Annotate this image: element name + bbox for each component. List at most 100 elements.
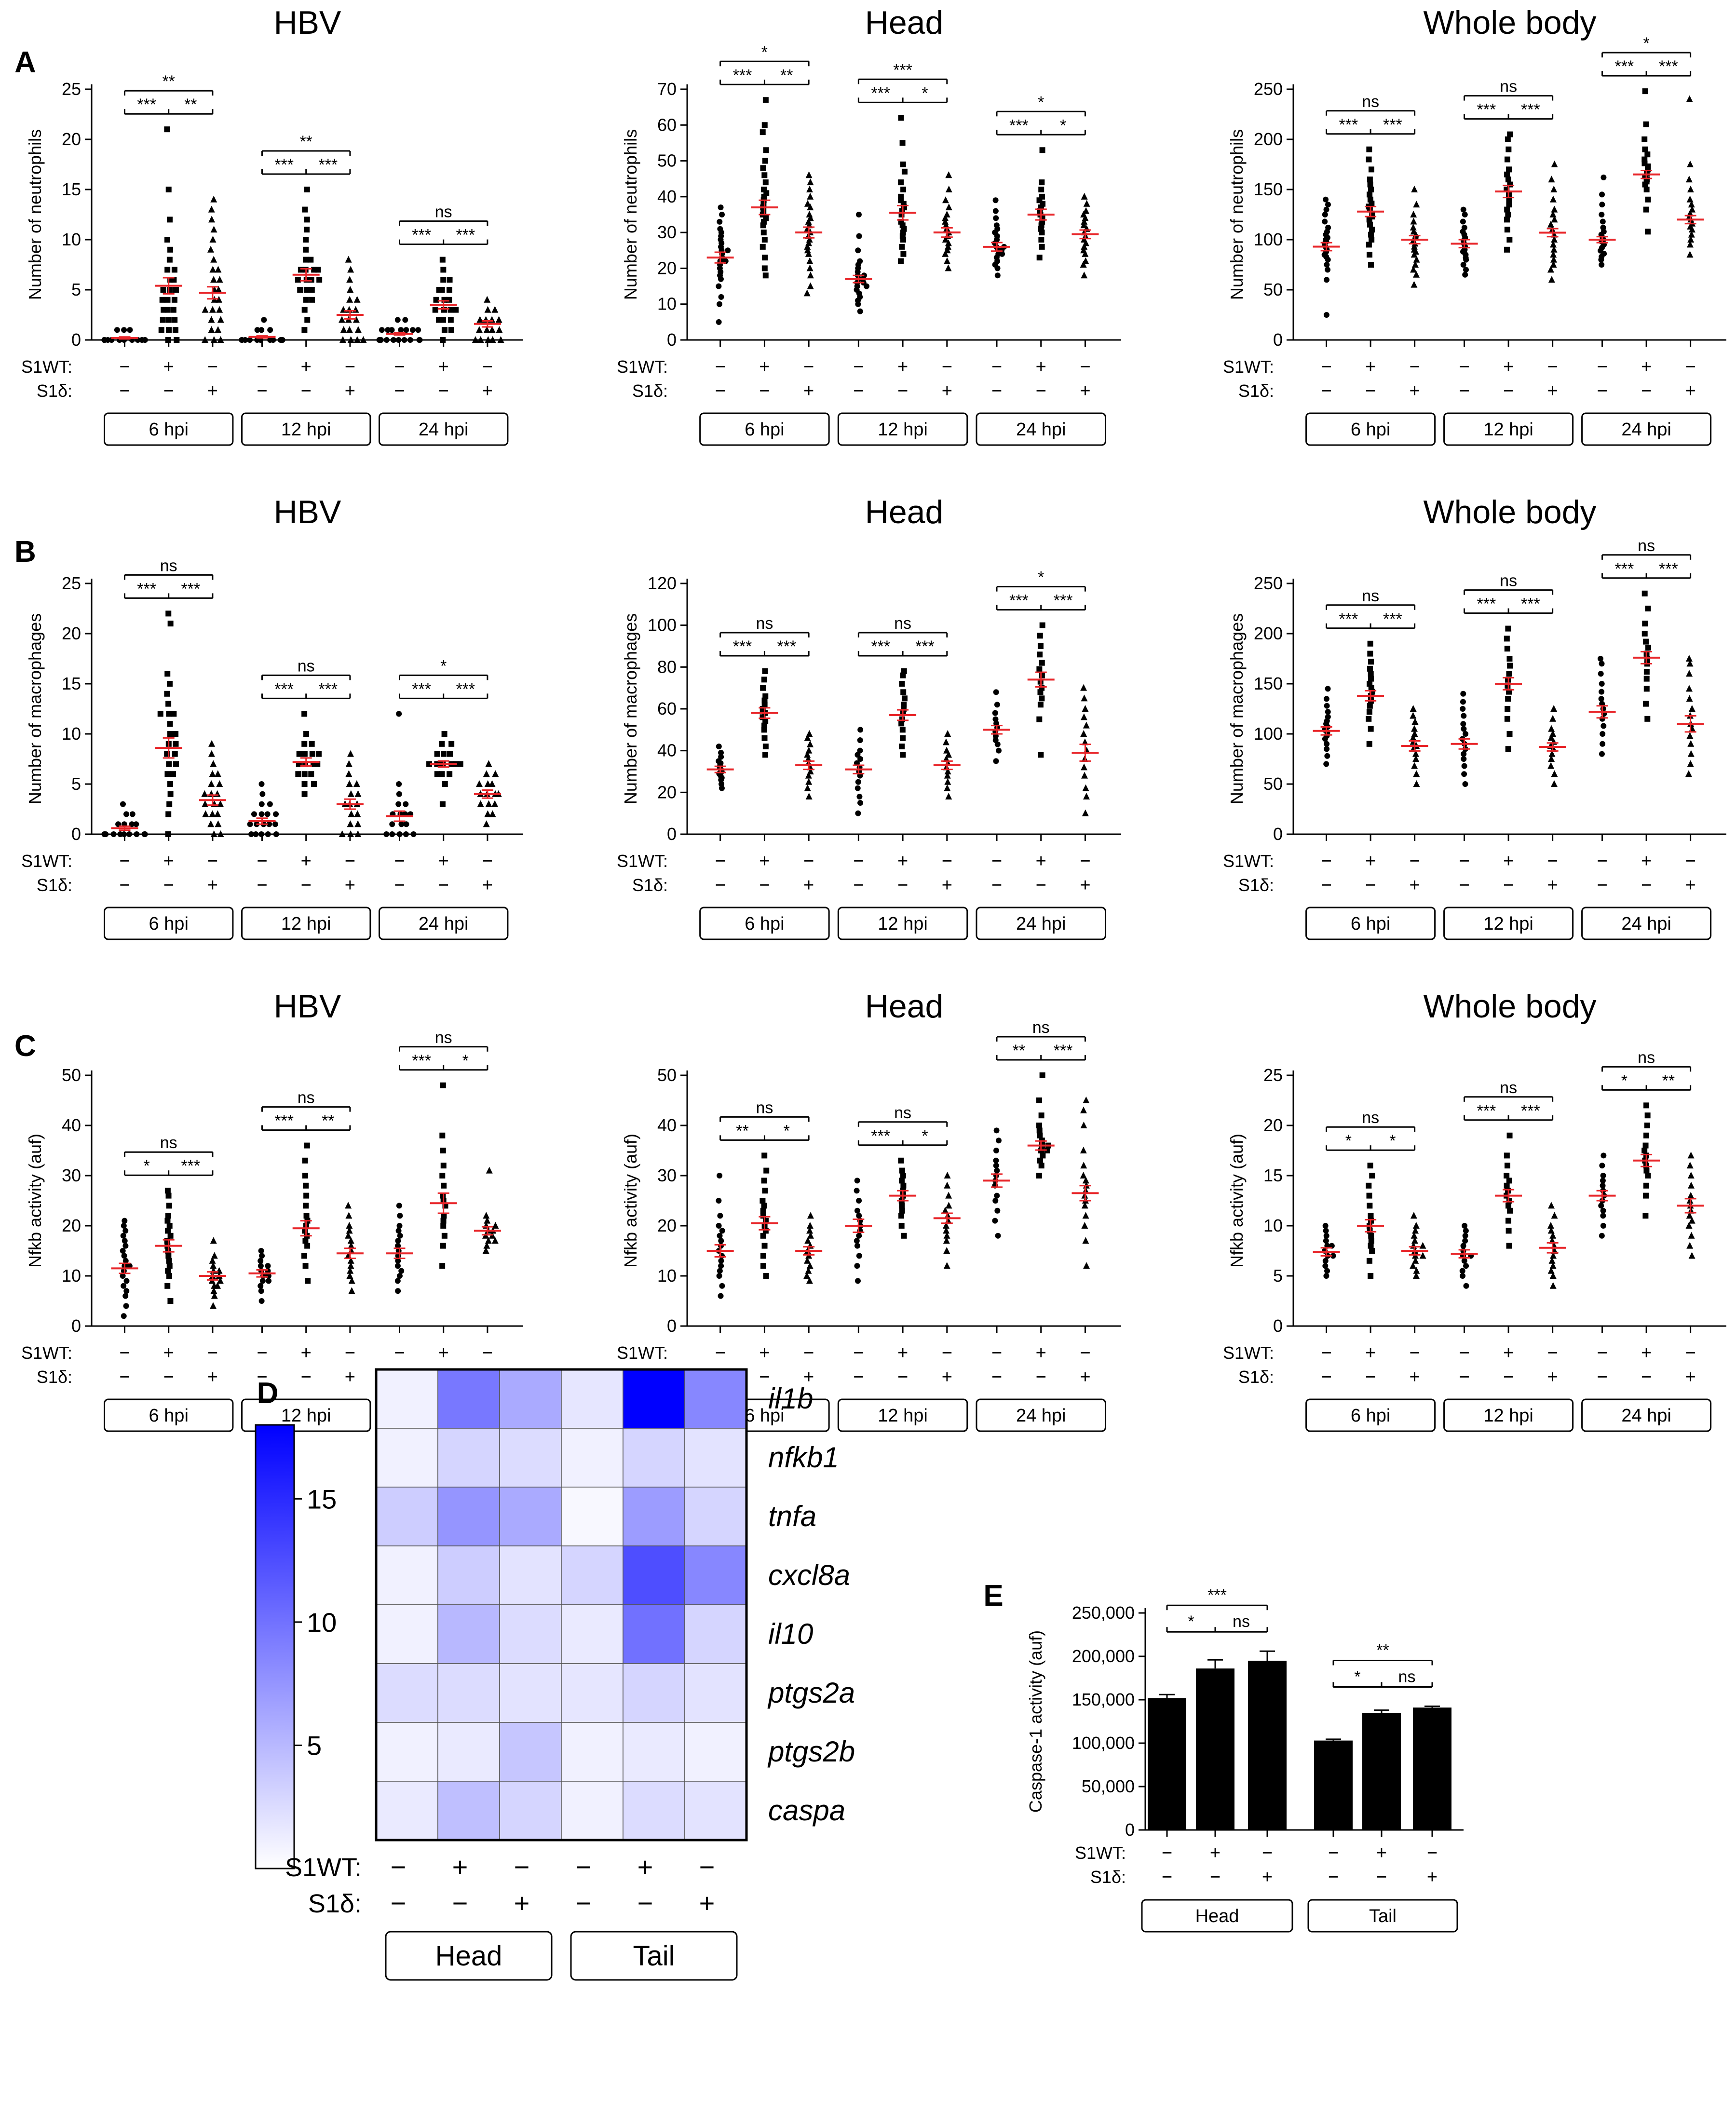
data-point-square <box>1506 656 1513 662</box>
data-point-square <box>1037 1132 1043 1138</box>
data-point-triangle <box>346 306 353 313</box>
data-point-square <box>1504 171 1510 177</box>
data-point-circle <box>719 1283 725 1289</box>
data-point-circle <box>1460 699 1466 705</box>
data-point-circle <box>122 1218 128 1224</box>
data-point-circle <box>857 800 863 806</box>
data-point-square <box>440 337 446 343</box>
data-point-square <box>762 1188 768 1194</box>
data-point-square <box>302 206 308 213</box>
data-point-triangle <box>1550 261 1557 268</box>
data-point-square <box>166 1258 172 1264</box>
data-point-circle <box>403 821 409 827</box>
data-point-square <box>762 272 769 279</box>
y-tick-label: 70 <box>657 79 677 99</box>
data-point-square <box>1039 695 1045 702</box>
data-point-circle <box>1324 262 1330 268</box>
data-point-square <box>167 1233 174 1239</box>
data-point-circle <box>394 317 401 323</box>
data-point-triangle <box>1083 1097 1090 1103</box>
data-point-square <box>760 230 767 236</box>
data-point-square <box>441 327 448 333</box>
data-point-triangle <box>210 195 217 203</box>
data-point-circle <box>1600 1223 1606 1229</box>
data-point-square <box>436 287 442 293</box>
data-point-triangle <box>806 730 813 737</box>
data-point-circle <box>1600 218 1606 225</box>
group-label: 6 hpi <box>745 1406 784 1426</box>
data-point-triangle <box>1419 1252 1426 1259</box>
data-point-triangle <box>1082 1212 1089 1219</box>
data-point-triangle <box>346 1222 353 1229</box>
group-label: 24 hpi <box>419 420 469 440</box>
data-point-circle <box>717 1233 723 1239</box>
condition-mark: − <box>257 1367 267 1387</box>
data-point-square <box>899 244 905 250</box>
data-point-triangle <box>804 734 811 741</box>
group-label-box <box>699 412 830 446</box>
significance-label: *** <box>777 637 796 656</box>
data-point-square <box>898 1223 905 1229</box>
data-point-circle <box>855 779 861 785</box>
data-point-triangle <box>1411 718 1419 725</box>
data-point-triangle <box>1080 684 1087 691</box>
data-point-square <box>1369 237 1375 243</box>
data-point-square <box>164 771 171 777</box>
data-point-square <box>160 287 166 293</box>
condition-row-label: S1δ: <box>1238 875 1274 895</box>
data-point-square <box>309 287 315 293</box>
data-point-square <box>1644 151 1651 158</box>
group-label-box <box>1443 412 1574 446</box>
data-point-square <box>900 251 907 257</box>
data-point-circle <box>122 1258 129 1264</box>
data-point-circle <box>1463 1283 1469 1289</box>
data-point-triangle <box>806 186 813 192</box>
group-label: 12 hpi <box>281 914 331 934</box>
condition-mark: − <box>1685 1343 1696 1363</box>
data-point-triangle <box>210 256 217 263</box>
heatmap-cell <box>376 1369 438 1429</box>
y-tick-label: 15 <box>62 674 81 693</box>
data-point-triangle <box>1082 214 1089 221</box>
data-point-square <box>763 1273 769 1279</box>
group-label: 12 hpi <box>1483 420 1533 440</box>
panel-title: Head <box>865 494 944 530</box>
data-point-square <box>1505 1203 1512 1209</box>
condition-mark: − <box>207 851 218 871</box>
data-point-circle <box>995 1138 1002 1144</box>
data-point-square <box>164 267 171 273</box>
data-point-square <box>1644 1123 1650 1128</box>
data-point-square <box>165 337 171 343</box>
condition-mark: − <box>991 381 1002 401</box>
data-point-triangle <box>1412 1227 1419 1234</box>
data-point-square <box>1039 193 1045 200</box>
data-point-circle <box>1323 1228 1329 1234</box>
group-label-box <box>104 907 234 940</box>
condition-mark: − <box>163 875 174 895</box>
data-point-square <box>1366 242 1372 248</box>
data-point-triangle <box>807 1232 814 1239</box>
y-tick-label: 20 <box>62 1216 81 1235</box>
group-label: Head <box>1195 1906 1239 1926</box>
data-point-circle <box>716 1273 722 1279</box>
group-label: 6 hpi <box>149 1406 188 1426</box>
data-point-triangle <box>1083 721 1090 729</box>
data-point-triangle <box>347 286 354 293</box>
data-point-triangle <box>806 264 814 271</box>
condition-mark: + <box>897 851 908 871</box>
group-label: 24 hpi <box>1016 914 1066 934</box>
condition-mark: − <box>1321 1367 1331 1387</box>
data-point-triangle <box>1688 1232 1695 1239</box>
heatmap-frame <box>375 1368 748 1842</box>
data-point-triangle <box>217 336 224 343</box>
condition-mark: − <box>394 875 405 895</box>
condition-mark: − <box>942 357 952 377</box>
data-point-triangle <box>1548 276 1555 283</box>
condition-mark: − <box>1597 875 1607 895</box>
data-point-square <box>760 165 766 171</box>
data-point-triangle <box>1410 1212 1417 1219</box>
data-point-circle <box>121 1253 127 1259</box>
heatmap-cell <box>437 1781 500 1841</box>
data-point-triangle <box>1413 271 1420 278</box>
heatmap-cell <box>437 1428 500 1488</box>
